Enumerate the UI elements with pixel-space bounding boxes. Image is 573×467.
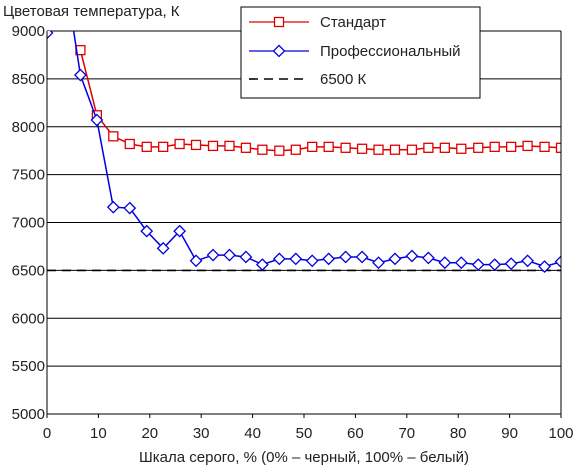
data-point-professional xyxy=(272,252,286,266)
data-point-standard xyxy=(522,140,533,152)
x-tick-label: 80 xyxy=(450,425,467,442)
data-point-standard xyxy=(207,140,219,152)
data-point-professional xyxy=(289,252,303,266)
data-point-professional xyxy=(471,258,485,272)
legend-marker-standard xyxy=(273,16,285,28)
y-tick-label: 7000 xyxy=(12,215,45,232)
y-tick-label: 5500 xyxy=(12,358,45,375)
data-point-professional xyxy=(156,241,170,255)
x-tick-label: 0 xyxy=(43,425,51,442)
data-point-professional xyxy=(339,250,353,264)
data-point-professional xyxy=(189,254,203,268)
data-point-standard xyxy=(174,138,185,150)
x-tick-label: 90 xyxy=(501,425,518,442)
data-point-standard xyxy=(124,138,135,150)
y-tick-label: 6500 xyxy=(12,262,45,279)
data-point-professional xyxy=(223,248,236,262)
legend-label-professional: Профессиональный xyxy=(320,43,461,60)
data-point-standard xyxy=(456,143,467,154)
data-point-professional xyxy=(554,255,561,269)
x-tick-label: 50 xyxy=(296,425,313,442)
x-tick-label: 100 xyxy=(548,425,573,442)
data-point-standard xyxy=(439,142,450,153)
data-point-standard xyxy=(423,142,434,153)
legend-label-reference: 6500 К xyxy=(320,71,367,88)
data-point-professional xyxy=(355,250,369,264)
x-tick-labels: 0 10 20 30 40 50 60 70 80 90 100 xyxy=(43,425,573,442)
data-point-standard xyxy=(257,144,268,155)
x-tick-label: 70 xyxy=(398,425,415,442)
data-point-standard xyxy=(505,141,517,153)
data-point-professional xyxy=(123,201,137,215)
data-point-professional xyxy=(454,256,468,270)
data-point-standard xyxy=(274,145,285,156)
data-point-standard xyxy=(555,142,561,153)
legend-label-standard: Стандарт xyxy=(320,14,386,31)
x-tick-label: 20 xyxy=(141,425,158,442)
data-point-professional xyxy=(239,250,253,264)
data-point-professional xyxy=(405,249,419,263)
data-point-standard xyxy=(307,141,318,153)
data-point-professional xyxy=(47,31,54,40)
y-tick-labels: 5000 5500 6000 6500 7000 7500 8000 8500 9000 xyxy=(12,23,45,423)
data-point-standard xyxy=(389,144,401,155)
data-point-professional xyxy=(255,258,269,272)
data-point-standard xyxy=(290,144,301,155)
data-point-standard xyxy=(141,141,152,153)
data-point-professional xyxy=(305,254,319,268)
y-axis-label: Цветовая температура, К xyxy=(3,3,180,20)
data-point-professional xyxy=(140,224,154,238)
data-point-professional xyxy=(322,252,336,266)
y-tick-label: 6000 xyxy=(12,310,45,327)
x-tick-label: 40 xyxy=(244,425,261,442)
data-point-standard xyxy=(489,141,500,153)
x-axis-label: Шкала серого, % (0% – черный, 100% – бел… xyxy=(139,449,469,466)
axes xyxy=(46,31,562,418)
data-point-standard xyxy=(158,141,169,153)
data-point-professional xyxy=(90,113,104,127)
x-tick-label: 60 xyxy=(347,425,364,442)
data-point-professional xyxy=(173,224,187,238)
data-point-standard xyxy=(406,144,418,155)
data-point-professional xyxy=(73,68,87,82)
data-point-standard xyxy=(473,142,484,153)
data-point-professional xyxy=(438,256,452,270)
data-point-standard xyxy=(356,143,368,154)
y-tick-label: 8500 xyxy=(12,71,45,88)
data-point-standard xyxy=(224,140,235,152)
data-point-standard xyxy=(539,141,550,153)
data-point-professional xyxy=(372,256,385,270)
x-tick-label: 30 xyxy=(193,425,210,442)
data-point-professional xyxy=(504,257,518,271)
data-point-standard xyxy=(323,141,334,153)
y-tick-label: 9000 xyxy=(12,23,45,40)
data-point-professional xyxy=(421,251,435,265)
data-point-professional xyxy=(388,252,402,266)
data-point-standard xyxy=(373,144,384,155)
legend: Стандарт Профессиональный 6500 К xyxy=(240,6,481,99)
data-point-professional xyxy=(521,254,535,268)
data-point-professional xyxy=(488,258,502,272)
y-tick-label: 5000 xyxy=(12,406,45,423)
data-point-professional xyxy=(106,200,120,214)
data-point-professional xyxy=(206,248,220,262)
data-point-standard xyxy=(108,131,119,142)
legend-marker-professional xyxy=(272,44,286,58)
y-tick-label: 7500 xyxy=(12,167,45,184)
x-tick-label: 10 xyxy=(90,425,107,442)
data-point-standard xyxy=(240,142,252,153)
data-point-standard xyxy=(190,139,202,151)
data-point-standard xyxy=(340,142,351,153)
y-tick-label: 8000 xyxy=(12,119,45,136)
series-group xyxy=(47,31,561,273)
data-point-professional xyxy=(538,260,551,273)
